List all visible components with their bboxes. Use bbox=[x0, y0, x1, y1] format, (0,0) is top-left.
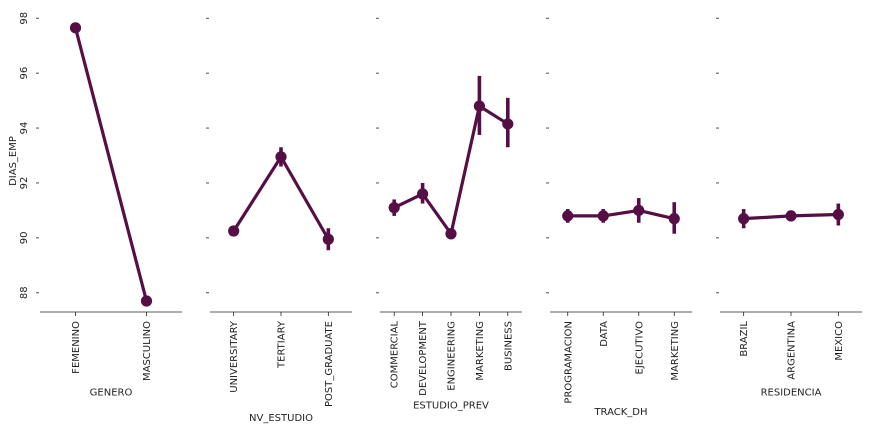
x-tick-label: MARKETING bbox=[475, 321, 486, 381]
data-point bbox=[445, 228, 457, 240]
subplot-3: PROGRAMACION DATA EJECUTIVO MARKETING TRACK_… bbox=[546, 17, 692, 418]
data-point bbox=[473, 100, 485, 112]
y-axis-label: DIAS_EMP bbox=[8, 136, 19, 186]
x-tick-label: UNIVERSITARY bbox=[229, 320, 240, 393]
x-tick-label: FEMENINO bbox=[71, 321, 82, 374]
series-line bbox=[567, 208, 675, 221]
subplot-2: COMMERCIAL DEVELOPMENT ENGINEERING MARKETIN… bbox=[376, 17, 522, 411]
data-point bbox=[738, 213, 750, 225]
x-tick-label: MARKETING bbox=[670, 321, 681, 381]
series-line bbox=[393, 104, 509, 236]
x-tick-label: MASCULINO bbox=[142, 321, 153, 381]
y-tick-label: 90 bbox=[19, 232, 30, 245]
x-tick-label: POST_GRADUATE bbox=[324, 321, 335, 407]
x-axis-label: GENERO bbox=[90, 388, 133, 399]
data-point bbox=[502, 118, 514, 130]
data-point bbox=[228, 225, 240, 237]
data-point bbox=[832, 208, 844, 221]
x-tick-label: COMMERCIAL bbox=[390, 321, 401, 389]
x-tick-label: EJECUTIVO bbox=[634, 321, 645, 375]
x-tick-label: PROGRAMACION bbox=[563, 321, 574, 404]
data-point bbox=[140, 295, 153, 307]
subplot-0: 88 90 92 94 96 98 DIAS_EMP FEMENINO MASCULINO GEN… bbox=[8, 12, 182, 399]
x-tick-label: TERTIARY bbox=[277, 320, 288, 369]
y-tick-label: 94 bbox=[19, 122, 30, 135]
data-point bbox=[668, 213, 680, 225]
data-point bbox=[322, 233, 334, 245]
x-axis-label: RESIDENCIA bbox=[761, 388, 822, 399]
data-point bbox=[417, 188, 429, 200]
data-point bbox=[275, 151, 287, 163]
subplot-4: BRAZIL ARGENTINA MEXICO RESIDENCIA bbox=[716, 17, 862, 399]
x-tick-label: DEVELOPMENT bbox=[418, 320, 429, 396]
subplot-1: UNIVERSITARY TERTIARY POST_GRADUATE NV_ESTU… bbox=[206, 17, 352, 424]
x-tick-label: ENGINEERING bbox=[447, 321, 458, 391]
series-line bbox=[232, 155, 330, 241]
x-axis-label: TRACK_DH bbox=[593, 407, 647, 418]
x-tick-label: BRAZIL bbox=[739, 321, 750, 357]
y-tick-label: 98 bbox=[19, 12, 30, 25]
y-tick-label: 96 bbox=[19, 67, 30, 80]
x-axis-label: NV_ESTUDIO bbox=[249, 413, 313, 424]
x-axis-label: ESTUDIO_PREV bbox=[413, 400, 489, 411]
series-line bbox=[73, 27, 149, 302]
y-tick-label: 92 bbox=[19, 177, 30, 190]
x-tick-label: ARGENTINA bbox=[787, 321, 798, 380]
data-point bbox=[633, 204, 645, 217]
data-point bbox=[562, 210, 574, 222]
y-tick-label: 88 bbox=[19, 286, 30, 299]
data-point bbox=[388, 202, 400, 214]
x-tick-label: BUSINESS bbox=[503, 321, 514, 371]
x-tick-label: MEXICO bbox=[834, 321, 845, 361]
data-point bbox=[785, 210, 797, 222]
x-tick-label: DATA bbox=[599, 321, 610, 347]
data-point bbox=[69, 22, 82, 34]
data-point bbox=[597, 210, 609, 222]
